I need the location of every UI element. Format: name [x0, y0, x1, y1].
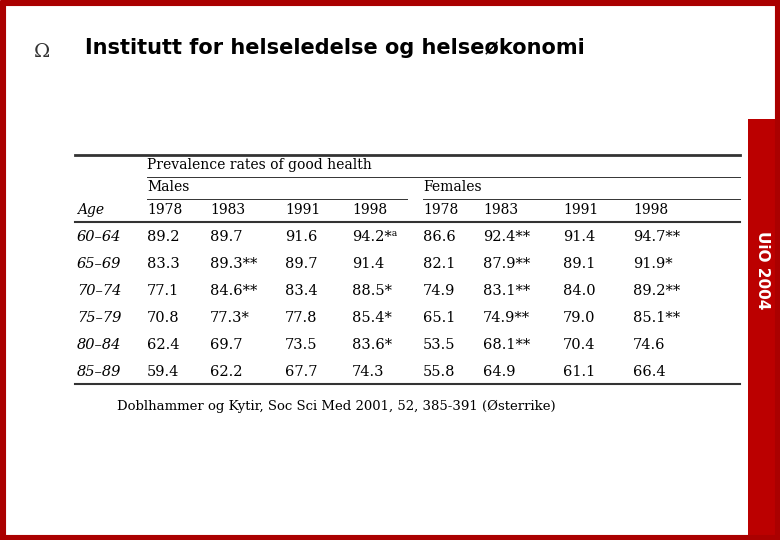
Text: Age: Age — [77, 203, 104, 217]
Text: 70.4: 70.4 — [563, 338, 595, 352]
Text: 77.8: 77.8 — [285, 311, 317, 325]
Text: 62.2: 62.2 — [210, 365, 243, 379]
Bar — [748, 119, 778, 540]
Text: 1998: 1998 — [352, 203, 387, 217]
Text: Institutt for helseledelse og helseøkonomi: Institutt for helseledelse og helseøkono… — [85, 38, 585, 58]
Text: 68.1**: 68.1** — [483, 338, 530, 352]
Text: 79.0: 79.0 — [563, 311, 595, 325]
Text: 1983: 1983 — [483, 203, 518, 217]
Text: 59.4: 59.4 — [147, 365, 179, 379]
Text: 92.4**: 92.4** — [483, 230, 530, 244]
Text: 86.6: 86.6 — [423, 230, 456, 244]
Text: 65.1: 65.1 — [423, 311, 456, 325]
Text: 1983: 1983 — [210, 203, 245, 217]
Text: 1978: 1978 — [423, 203, 459, 217]
Text: 94.7**: 94.7** — [633, 230, 680, 244]
Text: 89.7: 89.7 — [210, 230, 243, 244]
Text: 83.3: 83.3 — [147, 257, 179, 271]
Circle shape — [16, 26, 68, 78]
Text: Prevalence rates of good health: Prevalence rates of good health — [147, 158, 372, 172]
Text: 74.9: 74.9 — [423, 284, 456, 298]
Text: 1998: 1998 — [633, 203, 668, 217]
Text: 85.1**: 85.1** — [633, 311, 680, 325]
Text: 85.4*: 85.4* — [352, 311, 392, 325]
Text: 89.1: 89.1 — [563, 257, 595, 271]
Text: 74.6: 74.6 — [633, 338, 665, 352]
Text: 89.2: 89.2 — [147, 230, 179, 244]
Bar — [748, 0, 778, 119]
Text: 91.4: 91.4 — [563, 230, 595, 244]
Text: 91.6: 91.6 — [285, 230, 317, 244]
Text: 69.7: 69.7 — [210, 338, 243, 352]
Text: 89.3**: 89.3** — [210, 257, 257, 271]
Text: 89.7: 89.7 — [285, 257, 317, 271]
Text: UiO 2004: UiO 2004 — [756, 231, 771, 309]
Text: Males: Males — [147, 180, 190, 194]
Text: 74.9**: 74.9** — [483, 311, 530, 325]
Text: 84.6**: 84.6** — [210, 284, 257, 298]
Text: 83.4: 83.4 — [285, 284, 317, 298]
Text: 60–64: 60–64 — [77, 230, 122, 244]
Text: Ω: Ω — [34, 43, 50, 61]
Text: 65–69: 65–69 — [77, 257, 122, 271]
Text: 53.5: 53.5 — [423, 338, 456, 352]
Text: 66.4: 66.4 — [633, 365, 665, 379]
Text: 62.4: 62.4 — [147, 338, 179, 352]
Text: 73.5: 73.5 — [285, 338, 317, 352]
Text: 83.6*: 83.6* — [352, 338, 392, 352]
Text: 67.7: 67.7 — [285, 365, 317, 379]
Text: 82.1: 82.1 — [423, 257, 456, 271]
Text: 1991: 1991 — [285, 203, 321, 217]
Text: 89.2**: 89.2** — [633, 284, 680, 298]
Text: 74.3: 74.3 — [352, 365, 385, 379]
Text: 80–84: 80–84 — [77, 338, 122, 352]
Text: 87.9**: 87.9** — [483, 257, 530, 271]
Text: 55.8: 55.8 — [423, 365, 456, 379]
Text: 91.4: 91.4 — [352, 257, 385, 271]
Text: 64.9: 64.9 — [483, 365, 516, 379]
Text: 1978: 1978 — [147, 203, 183, 217]
Text: 88.5*: 88.5* — [352, 284, 392, 298]
Text: 91.9*: 91.9* — [633, 257, 672, 271]
Text: Females: Females — [423, 180, 481, 194]
Text: 77.3*: 77.3* — [210, 311, 250, 325]
Text: Doblhammer og Kytir, Soc Sci Med 2001, 52, 385-391 (Østerrike): Doblhammer og Kytir, Soc Sci Med 2001, 5… — [117, 400, 555, 413]
Text: 61.1: 61.1 — [563, 365, 595, 379]
Text: 83.1**: 83.1** — [483, 284, 530, 298]
Text: 94.2*ᵃ: 94.2*ᵃ — [352, 230, 397, 244]
Text: 70.8: 70.8 — [147, 311, 179, 325]
Text: 84.0: 84.0 — [563, 284, 596, 298]
Text: 77.1: 77.1 — [147, 284, 179, 298]
Text: 1991: 1991 — [563, 203, 598, 217]
Text: 85–89: 85–89 — [77, 365, 122, 379]
Text: 70–74: 70–74 — [77, 284, 122, 298]
Text: 75–79: 75–79 — [77, 311, 122, 325]
